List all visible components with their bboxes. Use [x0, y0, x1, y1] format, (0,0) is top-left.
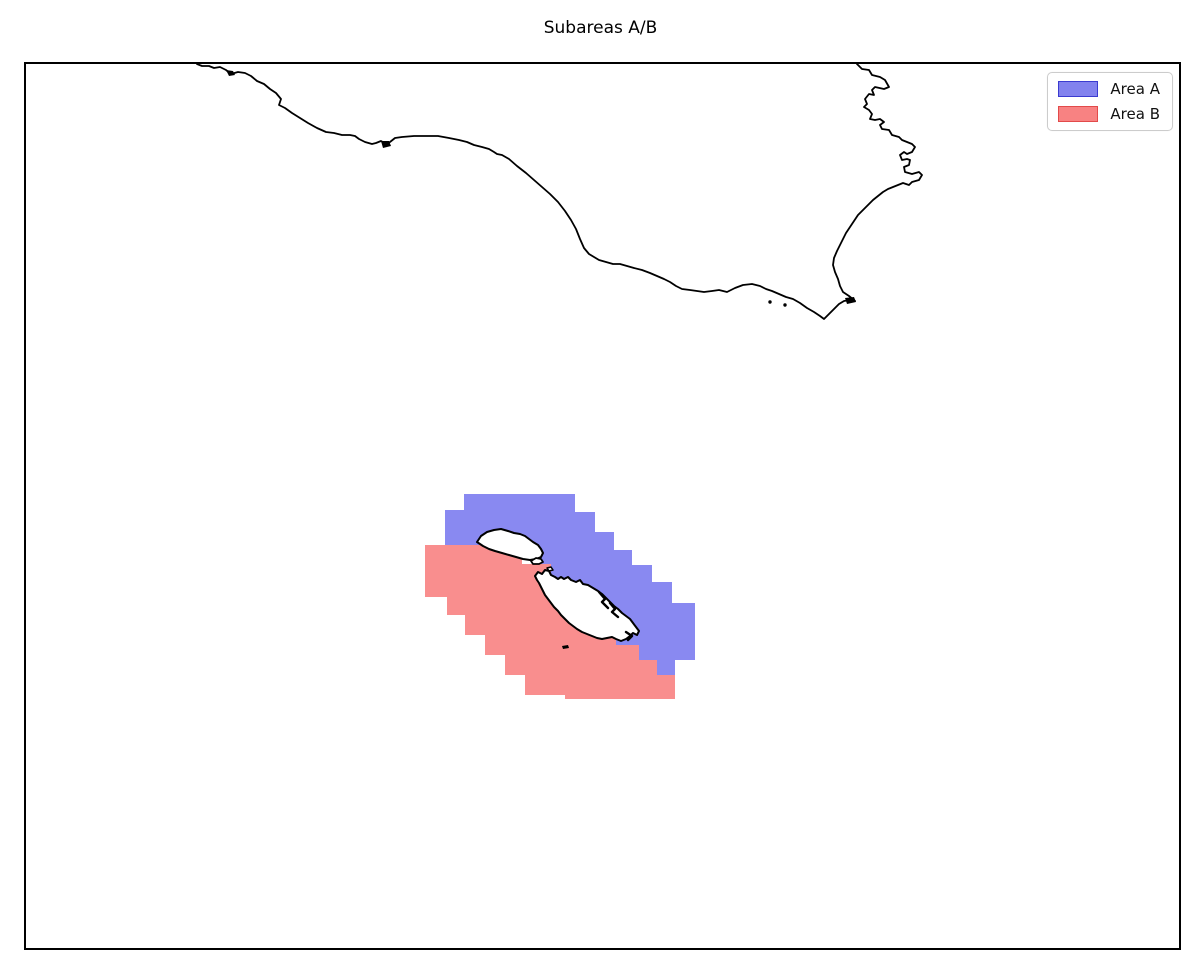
- legend-item-area-a: Area A: [1058, 80, 1160, 98]
- malta-harbour-inlets: [597, 590, 634, 642]
- coast-feature-west: [226, 70, 235, 76]
- legend-label-area-b: Area B: [1110, 105, 1160, 123]
- legend: Area A Area B: [1047, 72, 1173, 131]
- comino-island: [530, 557, 544, 565]
- legend-item-area-b: Area B: [1058, 105, 1160, 123]
- plot-title: Subareas A/B: [543, 18, 658, 38]
- area-a-swatch-icon: [1058, 81, 1099, 97]
- sicily-coastline: [196, 64, 923, 320]
- map-svg: [196, 64, 923, 699]
- coast-feature-centre: [381, 141, 391, 148]
- gozo-island: [476, 528, 544, 561]
- offshore-islet-dot: [783, 303, 787, 307]
- map-axes: Area A Area B: [24, 62, 1181, 950]
- area-b-polygon: [425, 545, 675, 699]
- legend-label-area-a: Area A: [1110, 80, 1160, 98]
- area-b-swatch-icon: [1058, 106, 1099, 122]
- coast-feature-east: [845, 297, 856, 304]
- filfla-islet: [562, 645, 569, 649]
- malta-island: [534, 569, 640, 642]
- offshore-islet-dot: [768, 300, 772, 304]
